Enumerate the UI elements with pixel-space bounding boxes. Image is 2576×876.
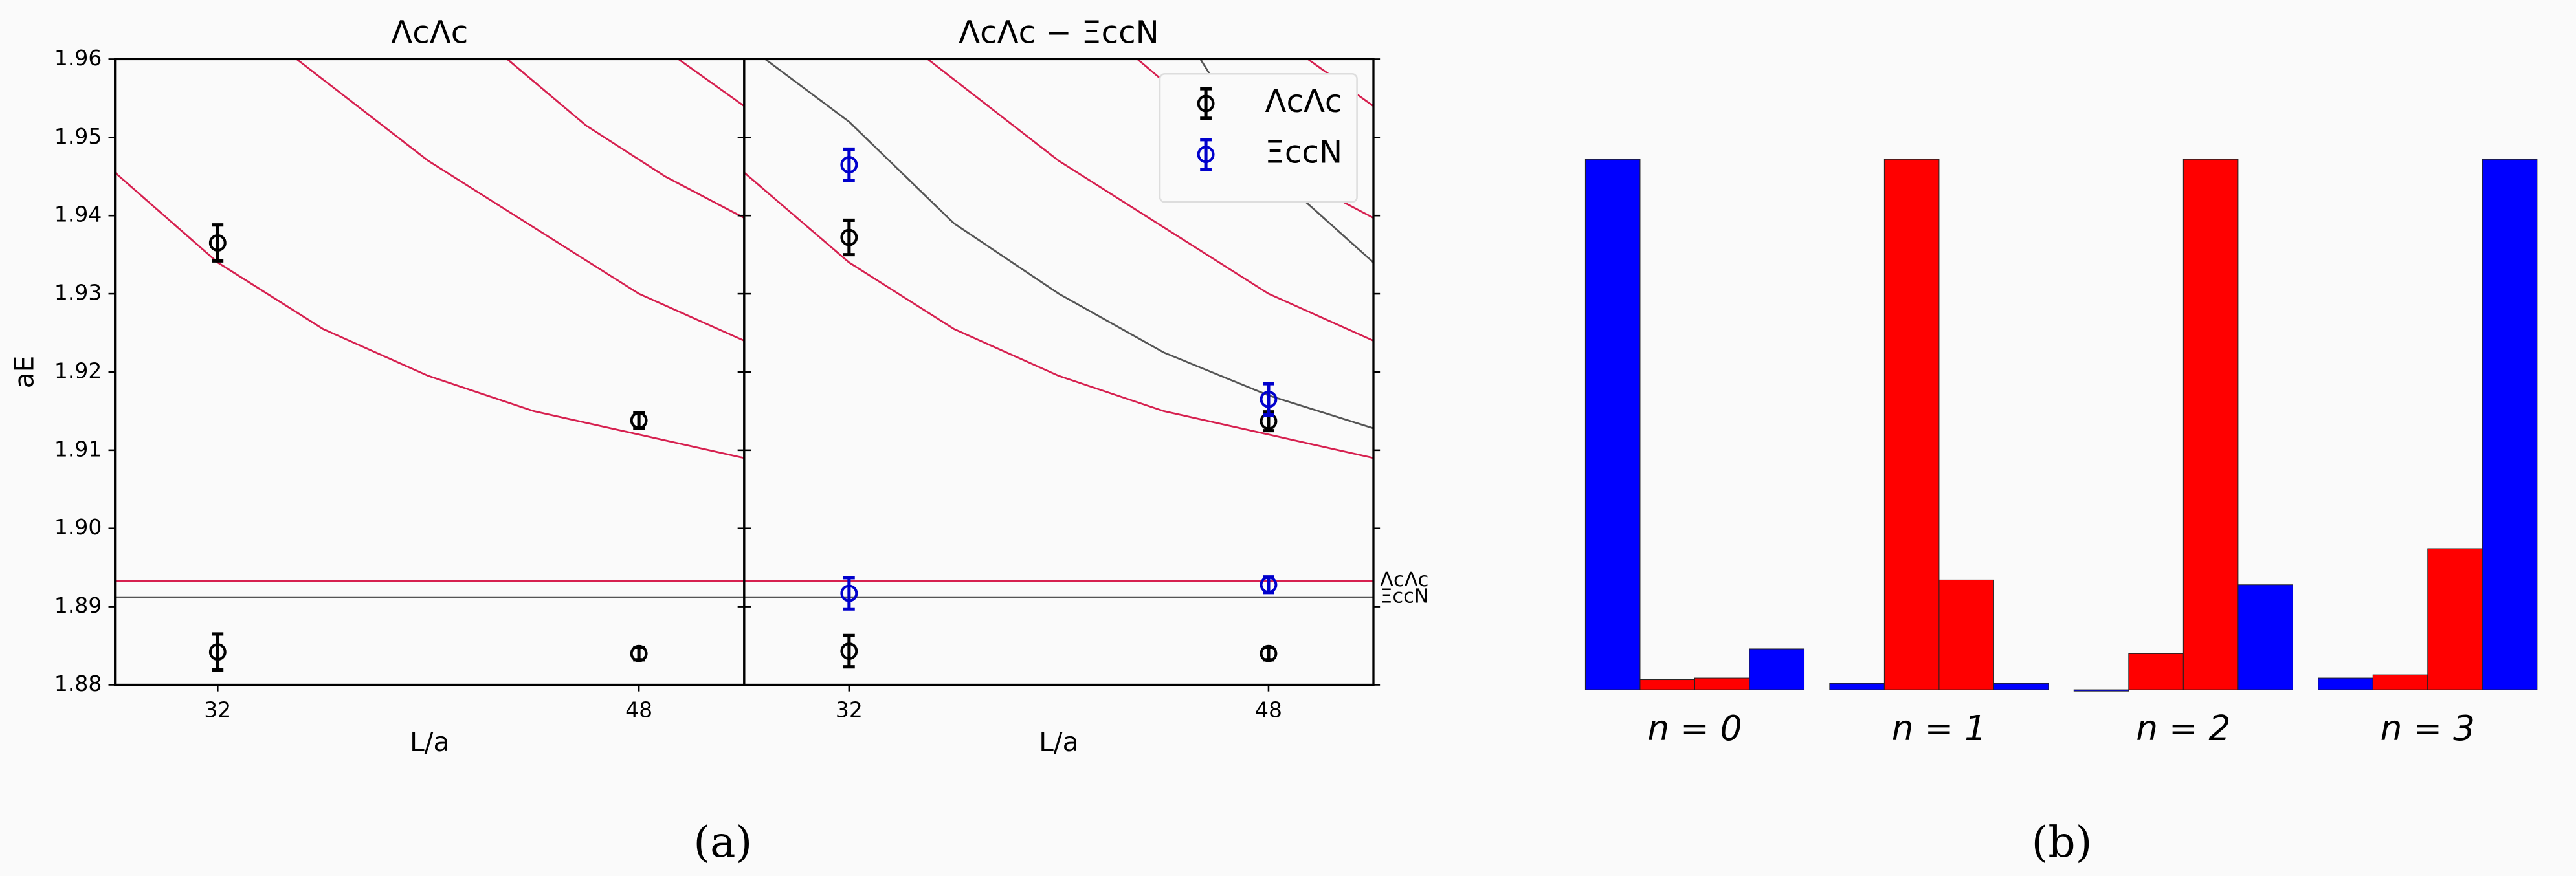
bar: [2482, 159, 2538, 690]
error-point: [1260, 644, 1278, 662]
error-point: [840, 218, 858, 257]
marker: [208, 643, 227, 661]
marker: [208, 234, 227, 252]
legend-label: ΞccN: [1265, 135, 1342, 171]
bar: [1749, 648, 1805, 690]
marker: [1260, 644, 1278, 662]
bar: [2427, 548, 2483, 690]
bar: [1883, 159, 1940, 690]
y-tick-label: 1.92: [54, 358, 102, 383]
error-point: [208, 632, 227, 672]
x-tick-label: 48: [1255, 697, 1282, 723]
bar: [1639, 679, 1695, 690]
caption: (a): [693, 817, 752, 867]
chart-title: ΛcΛc: [391, 14, 468, 50]
error-point: [630, 644, 648, 662]
curve: [744, 171, 1373, 459]
legend-label: ΛcΛc: [1265, 83, 1342, 120]
x-tick-label: 48: [625, 697, 652, 723]
bar: [1584, 159, 1641, 690]
error-point: [840, 576, 858, 611]
marker: [840, 642, 858, 660]
bar: [1938, 579, 1994, 690]
plot-frame: [114, 58, 746, 686]
category-label: n = 1: [1892, 708, 1986, 749]
curve: [927, 59, 1373, 342]
category-label: n = 3: [2381, 708, 2475, 749]
error-point: [840, 633, 858, 669]
marker: [630, 644, 648, 662]
category-label: n = 0: [1647, 708, 1742, 749]
legend-marker: [1197, 94, 1215, 113]
curve: [115, 171, 744, 459]
category-label: n = 2: [2136, 708, 2230, 749]
bar: [2237, 584, 2293, 690]
bar: [2073, 689, 2129, 692]
y-tick-label: 1.96: [54, 45, 102, 71]
marker: [840, 228, 858, 246]
curve: [506, 59, 744, 219]
error-point: [208, 223, 227, 263]
x-tick-label: 32: [204, 697, 231, 723]
y-tick-label: 1.95: [54, 124, 102, 149]
y-tick-label: 1.93: [54, 280, 102, 305]
marker: [840, 584, 858, 602]
error-point: [840, 147, 858, 182]
y-tick-label: 1.88: [54, 671, 102, 696]
line-label: ΞccN: [1380, 586, 1428, 608]
bar: [2372, 674, 2428, 690]
caption: (b): [2032, 817, 2093, 867]
bar: [1993, 683, 2049, 690]
x-axis-label: L/a: [410, 727, 449, 758]
y-tick-label: 1.91: [54, 436, 102, 461]
bar: [2318, 677, 2373, 690]
y-tick-label: 1.89: [54, 593, 102, 618]
bar: [2182, 159, 2239, 690]
y-tick-label: 1.94: [54, 202, 102, 227]
marker: [1260, 576, 1278, 594]
error-point: [1260, 382, 1278, 417]
bar: [1829, 683, 1885, 690]
marker: [630, 411, 648, 430]
legend-marker: [1197, 146, 1215, 164]
line-label: ΛcΛc: [1380, 569, 1428, 591]
curve: [678, 59, 744, 107]
marker: [840, 156, 858, 174]
y-axis-label: aE: [9, 356, 40, 389]
y-tick-label: 1.90: [54, 514, 102, 540]
curve: [296, 59, 744, 342]
error-point: [1260, 575, 1278, 595]
marker: [1260, 390, 1278, 408]
bar: [2128, 653, 2184, 690]
x-axis-label: L/a: [1039, 727, 1078, 758]
x-tick-label: 32: [836, 697, 863, 723]
bar: [1694, 677, 1750, 690]
chart-title: ΛcΛc − ΞccN: [959, 14, 1159, 50]
error-point: [630, 411, 648, 430]
